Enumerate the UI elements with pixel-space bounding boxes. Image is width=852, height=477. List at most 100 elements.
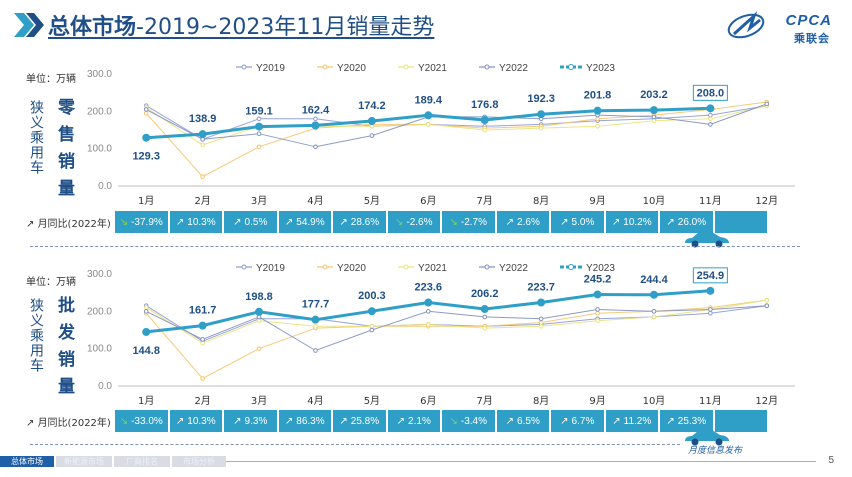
yoy-value: -3.4% xyxy=(460,415,487,427)
trend-up-icon: ↗ xyxy=(339,216,348,228)
yoy-row-wholesale: ↗ 月同比(2022年) ↘ -33.0% ↗ 10.3% ↗ 9.3% ↗ 86.3% ↗ 25… xyxy=(26,410,769,432)
x-tick-label: 5月 xyxy=(364,395,380,407)
x-tick-label: 8月 xyxy=(533,195,549,207)
data-point xyxy=(708,112,713,118)
data-point xyxy=(200,376,205,381)
legend-label: Y2022 xyxy=(499,263,528,274)
yoy-cell: ↘ -2.6% xyxy=(387,211,442,233)
legend-marker xyxy=(241,264,247,270)
data-point xyxy=(143,110,149,116)
data-point xyxy=(143,309,149,314)
data-label: 200.3 xyxy=(358,290,386,302)
yoy-value: 6.7% xyxy=(571,415,595,427)
data-point xyxy=(425,309,431,314)
data-label: 144.8 xyxy=(132,345,160,357)
footer-tab-nev[interactable]: 新能源市场 xyxy=(56,456,112,467)
legend-label: Y2021 xyxy=(418,263,447,274)
legend-marker xyxy=(241,64,247,70)
data-label: 162.4 xyxy=(302,104,330,116)
data-point xyxy=(595,116,600,122)
trend-up-icon: ↗ xyxy=(666,415,675,427)
footer-tab-ranking[interactable]: 厂商排名 xyxy=(114,456,170,467)
data-label: 159.1 xyxy=(245,106,273,118)
legend-label: Y2022 xyxy=(499,63,528,74)
side-label-retail-big: 零售销量 xyxy=(54,98,74,206)
data-label: 203.2 xyxy=(640,89,668,101)
x-tick-label: 10月 xyxy=(643,395,666,407)
data-point xyxy=(367,116,376,125)
trend-up-icon: ↗ xyxy=(284,415,294,427)
unit-label-wholesale: 单位：万辆 xyxy=(26,277,76,288)
data-point xyxy=(200,340,205,346)
yoy-value: 54.9% xyxy=(296,216,325,228)
data-point xyxy=(424,111,433,120)
yoy-cell: ↗ 26.0% xyxy=(660,211,715,233)
data-point xyxy=(651,114,657,120)
data-point xyxy=(595,307,600,312)
yoy-cell: ↗ 10.3% xyxy=(169,211,224,233)
yoy-cell: ↗ 86.3% xyxy=(278,410,333,432)
x-tick-label: 1月 xyxy=(138,195,154,207)
trend-down-icon: ↘ xyxy=(449,216,458,228)
cpca-logo-icon xyxy=(727,11,765,39)
publisher-label: 月度信息发布 xyxy=(688,446,743,456)
legend-label: Y2020 xyxy=(337,263,366,274)
data-label: 129.3 xyxy=(132,151,160,163)
logo-text: CPCA xyxy=(785,12,832,29)
data-label: 176.8 xyxy=(471,99,499,111)
yoy-cell: ↘ -2.7% xyxy=(442,211,497,233)
footer-tab-analysis[interactable]: 市场分析 xyxy=(172,456,226,467)
trend-down-icon: ↘ xyxy=(394,216,404,228)
data-label-box xyxy=(692,84,728,101)
yoy-value: 10.3% xyxy=(187,415,216,427)
data-point xyxy=(369,323,375,329)
yoy-value: 2.1% xyxy=(408,415,431,427)
data-point xyxy=(764,101,770,107)
x-tick-label: 7月 xyxy=(477,195,493,207)
data-point xyxy=(198,321,207,330)
yoy-label-text: 月同比(2022年) xyxy=(37,218,111,230)
y-tick-label: 300.0 xyxy=(87,69,112,80)
legend-marker xyxy=(568,264,574,270)
y-tick-label: 100.0 xyxy=(87,344,112,355)
data-point xyxy=(311,315,320,324)
yoy-cell: ↗ 2.6% xyxy=(496,211,551,233)
data-point xyxy=(649,290,658,299)
trend-up-icon: ↗ xyxy=(560,216,569,228)
yoy-label-retail: ↗ 月同比(2022年) xyxy=(26,218,111,230)
data-label: 223.7 xyxy=(527,281,555,293)
yoy-cell: ↗ 25.8% xyxy=(333,410,388,432)
data-point xyxy=(764,303,770,309)
data-point xyxy=(255,307,264,316)
yoy-cell: ↗ 54.9% xyxy=(278,211,333,233)
data-point xyxy=(256,318,262,323)
yoy-cell: ↗ 25.3% xyxy=(660,410,715,432)
legend-marker xyxy=(322,264,328,270)
yoy-value: -2.7% xyxy=(460,216,487,228)
yoy-cell: ↗ 11.2% xyxy=(605,410,660,432)
x-tick-label: 11月 xyxy=(699,195,722,207)
data-label: 245.2 xyxy=(584,273,612,285)
yoy-value: 26.0% xyxy=(677,216,707,228)
data-point xyxy=(313,323,318,329)
section-divider xyxy=(30,444,680,445)
data-point xyxy=(595,123,600,129)
unit-label-retail: 单位：万辆 xyxy=(26,74,76,85)
x-tick-label: 12月 xyxy=(755,395,778,407)
yoy-label-wholesale: ↗ 月同比(2022年) xyxy=(26,417,111,429)
footer-tab-overall[interactable]: 总体市场 xyxy=(0,456,54,467)
data-point xyxy=(142,133,151,142)
data-point xyxy=(256,131,262,137)
series-line-y2020 xyxy=(145,101,767,178)
x-tick-label: 5月 xyxy=(364,195,380,207)
data-point xyxy=(198,130,207,139)
x-tick-label: 3月 xyxy=(251,395,267,407)
data-point xyxy=(369,327,375,333)
x-tick-label: 7月 xyxy=(477,395,493,407)
yoy-value: -33.0% xyxy=(131,415,163,427)
x-tick-label: 6月 xyxy=(420,195,436,207)
trend-down-icon: ↘ xyxy=(449,415,458,427)
car-icon xyxy=(685,231,729,248)
data-point xyxy=(482,127,488,133)
data-point xyxy=(256,144,262,150)
